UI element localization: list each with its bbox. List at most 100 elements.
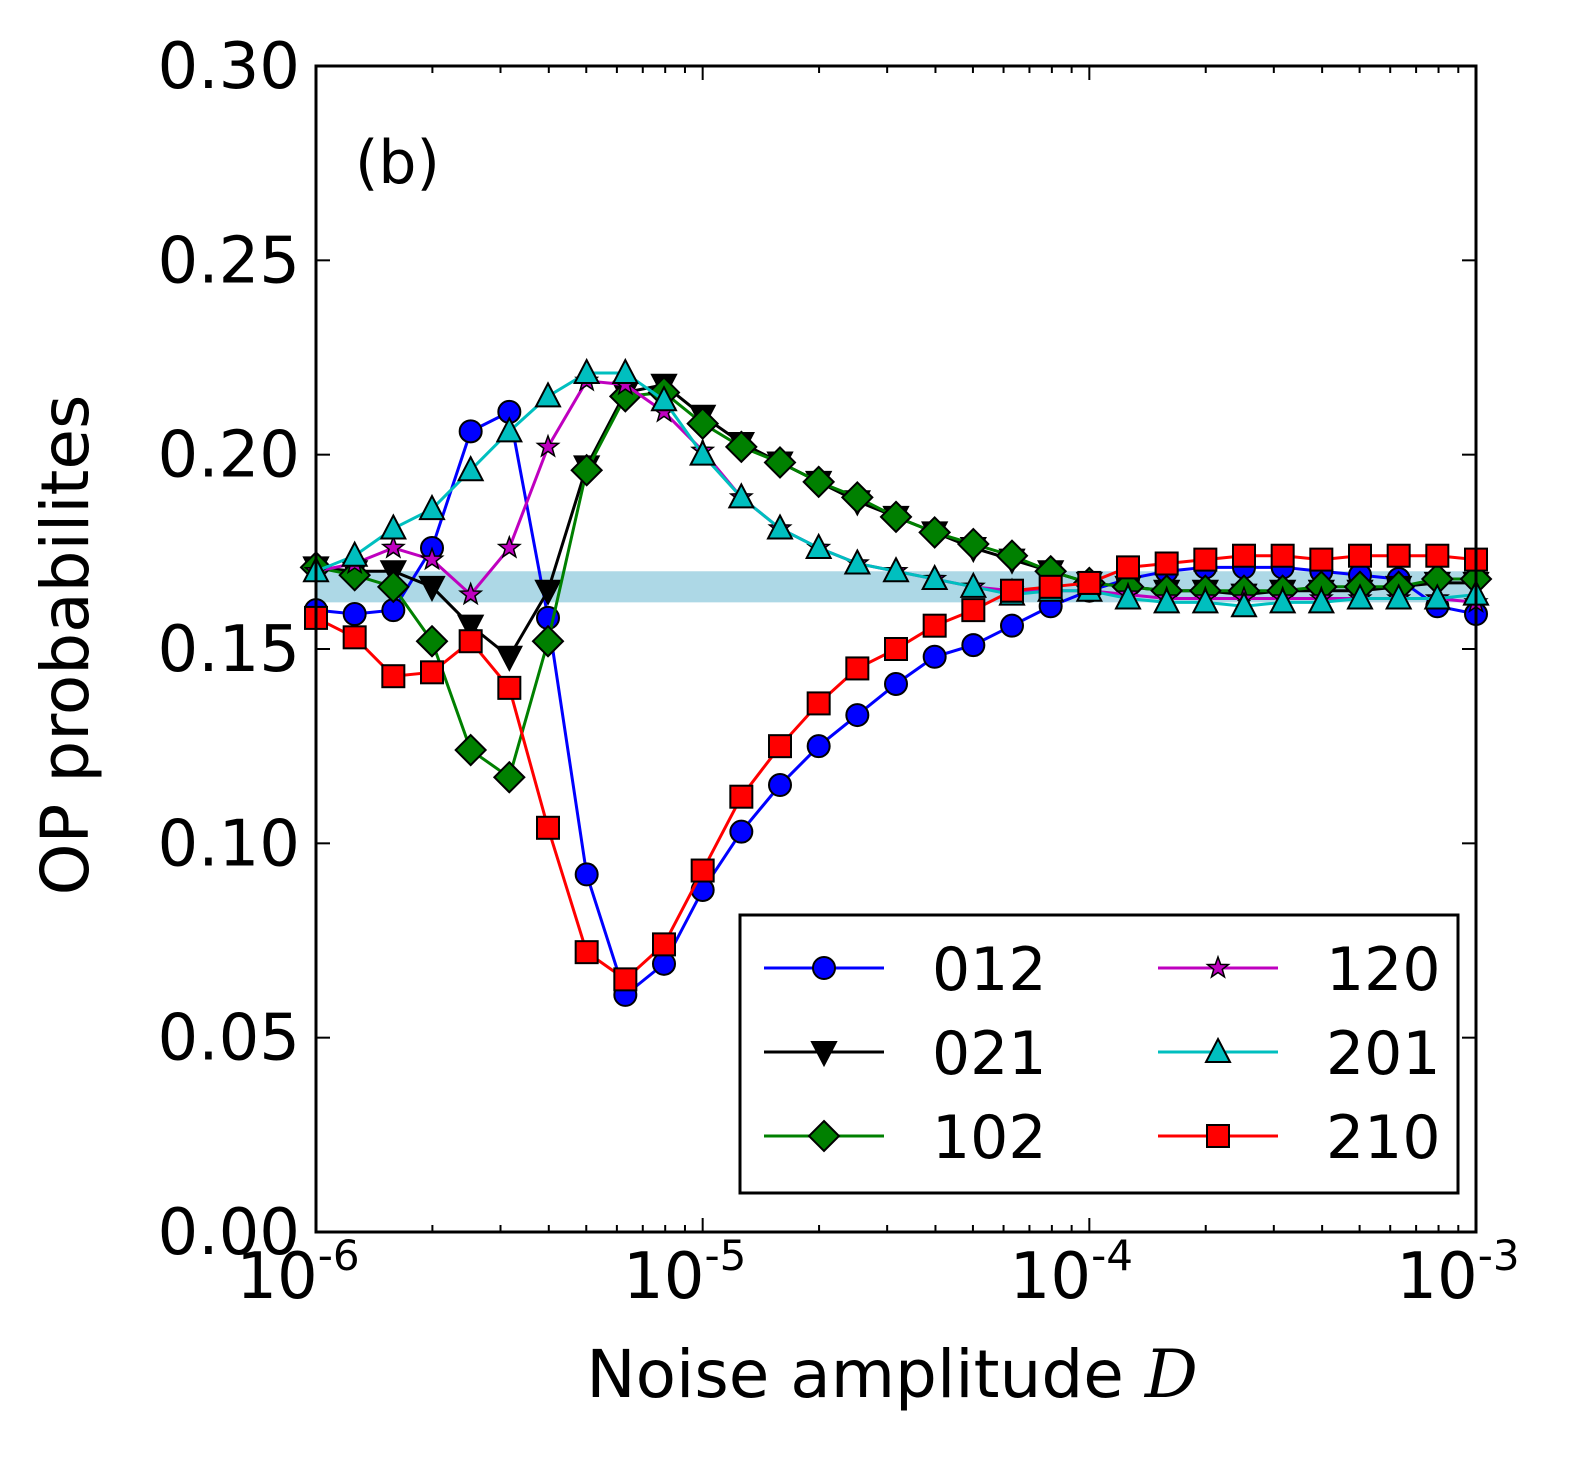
x-axis-label-text: Noise amplitude bbox=[586, 1336, 1124, 1413]
data-point-012 bbox=[922, 644, 947, 669]
data-point-120 bbox=[380, 534, 406, 559]
series-210 bbox=[304, 543, 1488, 992]
data-point-210 bbox=[1193, 547, 1218, 572]
data-point-201 bbox=[843, 548, 871, 575]
data-point-102 bbox=[376, 570, 410, 604]
data-point-012 bbox=[884, 671, 908, 696]
data-point-102 bbox=[918, 515, 952, 549]
legend-entry-120: 120 bbox=[1158, 935, 1441, 1005]
data-point-201 bbox=[1307, 587, 1335, 614]
data-point-201 bbox=[341, 540, 369, 567]
legend-entry-012: 012 bbox=[764, 935, 1047, 1005]
data-point-102 bbox=[415, 624, 449, 658]
data-point-210 bbox=[497, 675, 522, 700]
data-point-012 bbox=[1000, 613, 1024, 638]
data-point-201 bbox=[1269, 587, 1297, 614]
data-point-102 bbox=[802, 465, 836, 499]
legend-marker-201 bbox=[1204, 1036, 1232, 1063]
data-point-210 bbox=[1309, 547, 1334, 572]
legend-marker-012 bbox=[812, 956, 836, 980]
y-axis-label: OP probabilites bbox=[27, 395, 104, 896]
data-point-102 bbox=[724, 430, 758, 464]
legend-frame bbox=[738, 913, 1460, 1195]
data-point-210 bbox=[574, 940, 599, 965]
data-point-012 bbox=[845, 703, 870, 728]
series-layer bbox=[299, 357, 1493, 1007]
data-point-210 bbox=[690, 858, 715, 883]
data-point-201 bbox=[689, 439, 717, 466]
legend-marker-210 bbox=[1206, 1124, 1230, 1148]
legend-label-210: 210 bbox=[1326, 1103, 1441, 1173]
legend-entry-021: 021 bbox=[764, 1019, 1047, 1089]
legend-label-102: 102 bbox=[932, 1103, 1047, 1173]
data-point-210 bbox=[768, 734, 792, 759]
data-point-120 bbox=[419, 546, 445, 571]
data-point-210 bbox=[845, 656, 870, 681]
data-point-210 bbox=[922, 613, 947, 638]
data-point-210 bbox=[1348, 543, 1372, 568]
legend-label-021: 021 bbox=[932, 1019, 1047, 1089]
x-tick-label: 10-3 bbox=[1396, 1231, 1519, 1314]
data-point-102 bbox=[531, 624, 565, 658]
data-point-210 bbox=[806, 691, 831, 716]
data-point-102 bbox=[879, 500, 913, 534]
data-point-201 bbox=[1230, 591, 1258, 618]
data-point-102 bbox=[995, 539, 1029, 573]
data-point-201 bbox=[1385, 583, 1413, 610]
data-point-012 bbox=[342, 602, 367, 627]
data-point-120 bbox=[496, 534, 522, 559]
data-point-210 bbox=[613, 967, 638, 992]
data-point-210 bbox=[1270, 543, 1295, 568]
data-point-102 bbox=[492, 760, 526, 794]
data-point-102 bbox=[338, 558, 372, 592]
data-point-012 bbox=[806, 734, 831, 759]
data-point-102 bbox=[956, 527, 990, 561]
data-point-201 bbox=[766, 513, 794, 540]
legend-marker-102 bbox=[807, 1119, 841, 1153]
data-point-210 bbox=[1386, 543, 1411, 568]
legend-entry-210: 210 bbox=[1158, 1103, 1441, 1173]
data-point-012 bbox=[458, 419, 483, 444]
data-point-021 bbox=[418, 575, 446, 602]
y-tick-label: 0.10 bbox=[158, 807, 301, 881]
data-point-201 bbox=[959, 571, 987, 598]
y-tick-label: 0.05 bbox=[158, 1002, 301, 1076]
data-point-021 bbox=[495, 645, 523, 672]
data-point-210 bbox=[729, 784, 754, 809]
data-point-201 bbox=[573, 357, 601, 385]
data-point-210 bbox=[1000, 578, 1024, 603]
data-point-201 bbox=[1114, 583, 1142, 610]
data-point-021 bbox=[534, 579, 562, 606]
x-tick-label: 10-6 bbox=[236, 1231, 359, 1314]
data-point-120 bbox=[458, 581, 484, 606]
legend-marker-120 bbox=[1205, 954, 1231, 979]
legend-label-201: 201 bbox=[1326, 1019, 1441, 1089]
panel-label: (b) bbox=[355, 128, 440, 198]
data-point-210 bbox=[536, 815, 560, 840]
data-point-210 bbox=[652, 932, 676, 957]
data-point-102 bbox=[763, 446, 797, 479]
data-point-201 bbox=[1191, 587, 1219, 614]
data-point-201 bbox=[650, 385, 678, 412]
data-point-210 bbox=[381, 664, 406, 689]
data-point-201 bbox=[805, 532, 833, 559]
data-point-210 bbox=[884, 637, 908, 661]
y-tick-label: 0.00 bbox=[158, 1196, 301, 1270]
data-point-210 bbox=[1232, 543, 1256, 568]
data-point-210 bbox=[961, 598, 986, 623]
data-point-201 bbox=[1346, 583, 1374, 610]
legend-entry-201: 201 bbox=[1158, 1019, 1441, 1089]
data-point-102 bbox=[840, 481, 874, 514]
x-axis-label: Noise amplitude D bbox=[586, 1336, 1197, 1413]
data-point-201 bbox=[457, 455, 485, 482]
y-tick-label: 0.30 bbox=[158, 30, 301, 104]
data-point-210 bbox=[1038, 574, 1063, 599]
y-tick-label: 0.15 bbox=[158, 613, 301, 687]
data-point-201 bbox=[495, 416, 523, 443]
x-axis-label-variable: D bbox=[1144, 1336, 1198, 1413]
data-point-012 bbox=[961, 633, 986, 658]
data-point-102 bbox=[570, 453, 604, 487]
legend-entry-102: 102 bbox=[764, 1103, 1047, 1173]
